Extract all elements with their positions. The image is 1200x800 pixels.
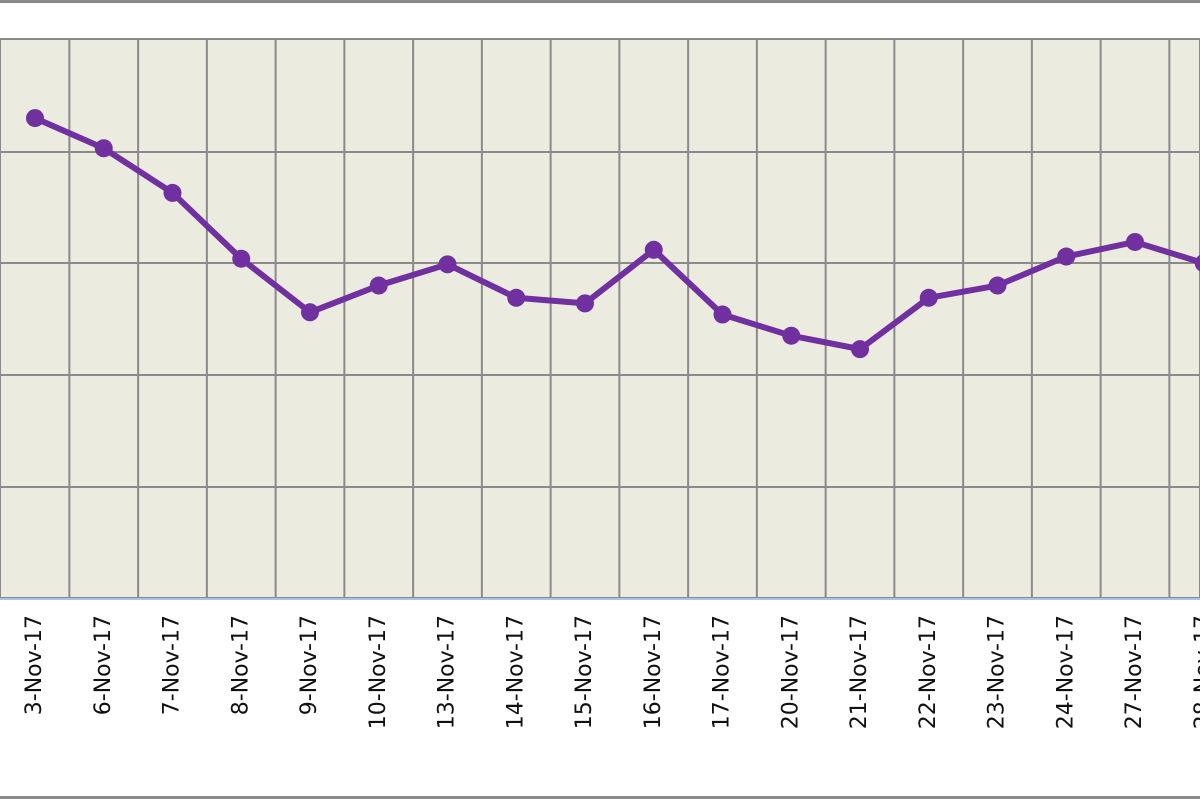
plot-area <box>0 38 1200 599</box>
data-point <box>919 288 938 307</box>
x-tick-label: 23-Nov-17 <box>985 615 1010 729</box>
x-tick-label: 9-Nov-17 <box>297 615 322 715</box>
x-tick-label: 8-Nov-17 <box>228 615 253 715</box>
data-point <box>163 183 182 202</box>
data-point <box>1126 232 1144 251</box>
x-tick-label: 20-Nov-17 <box>778 615 803 729</box>
data-point <box>1057 247 1076 266</box>
data-point <box>576 294 594 313</box>
x-tick-label: 10-Nov-17 <box>366 615 391 729</box>
data-point <box>782 326 801 345</box>
data-point <box>713 305 732 324</box>
x-tick-label: 3-Nov-17 <box>22 615 47 715</box>
series-line <box>33 115 1200 353</box>
data-point <box>988 276 1007 295</box>
x-tick-label: 28-Nov-17 <box>1191 615 1200 729</box>
data-point <box>369 276 388 295</box>
x-tick-label: 7-Nov-17 <box>160 615 185 715</box>
data-point <box>94 139 113 158</box>
data-point <box>644 240 663 259</box>
data-point <box>301 303 319 322</box>
data-point <box>1194 255 1200 272</box>
data-point <box>507 288 526 307</box>
x-tick-label: 22-Nov-17 <box>916 615 941 729</box>
x-tick-label: 16-Nov-17 <box>641 615 666 729</box>
x-tick-label: 15-Nov-17 <box>572 615 597 729</box>
x-tick-label: 13-Nov-17 <box>435 615 460 729</box>
horizontal-grid <box>0 151 1200 488</box>
x-tick-label: 14-Nov-17 <box>503 615 528 729</box>
x-tick-label: 21-Nov-17 <box>847 615 872 729</box>
x-tick-label: 24-Nov-17 <box>1053 615 1078 729</box>
data-point <box>232 249 251 268</box>
data-point <box>438 255 457 274</box>
x-tick-label: 6-Nov-17 <box>91 615 116 715</box>
data-point <box>851 340 869 359</box>
data-point <box>26 109 44 128</box>
x-tick-label: 27-Nov-17 <box>1122 615 1147 729</box>
x-tick-label: 17-Nov-17 <box>710 615 735 729</box>
